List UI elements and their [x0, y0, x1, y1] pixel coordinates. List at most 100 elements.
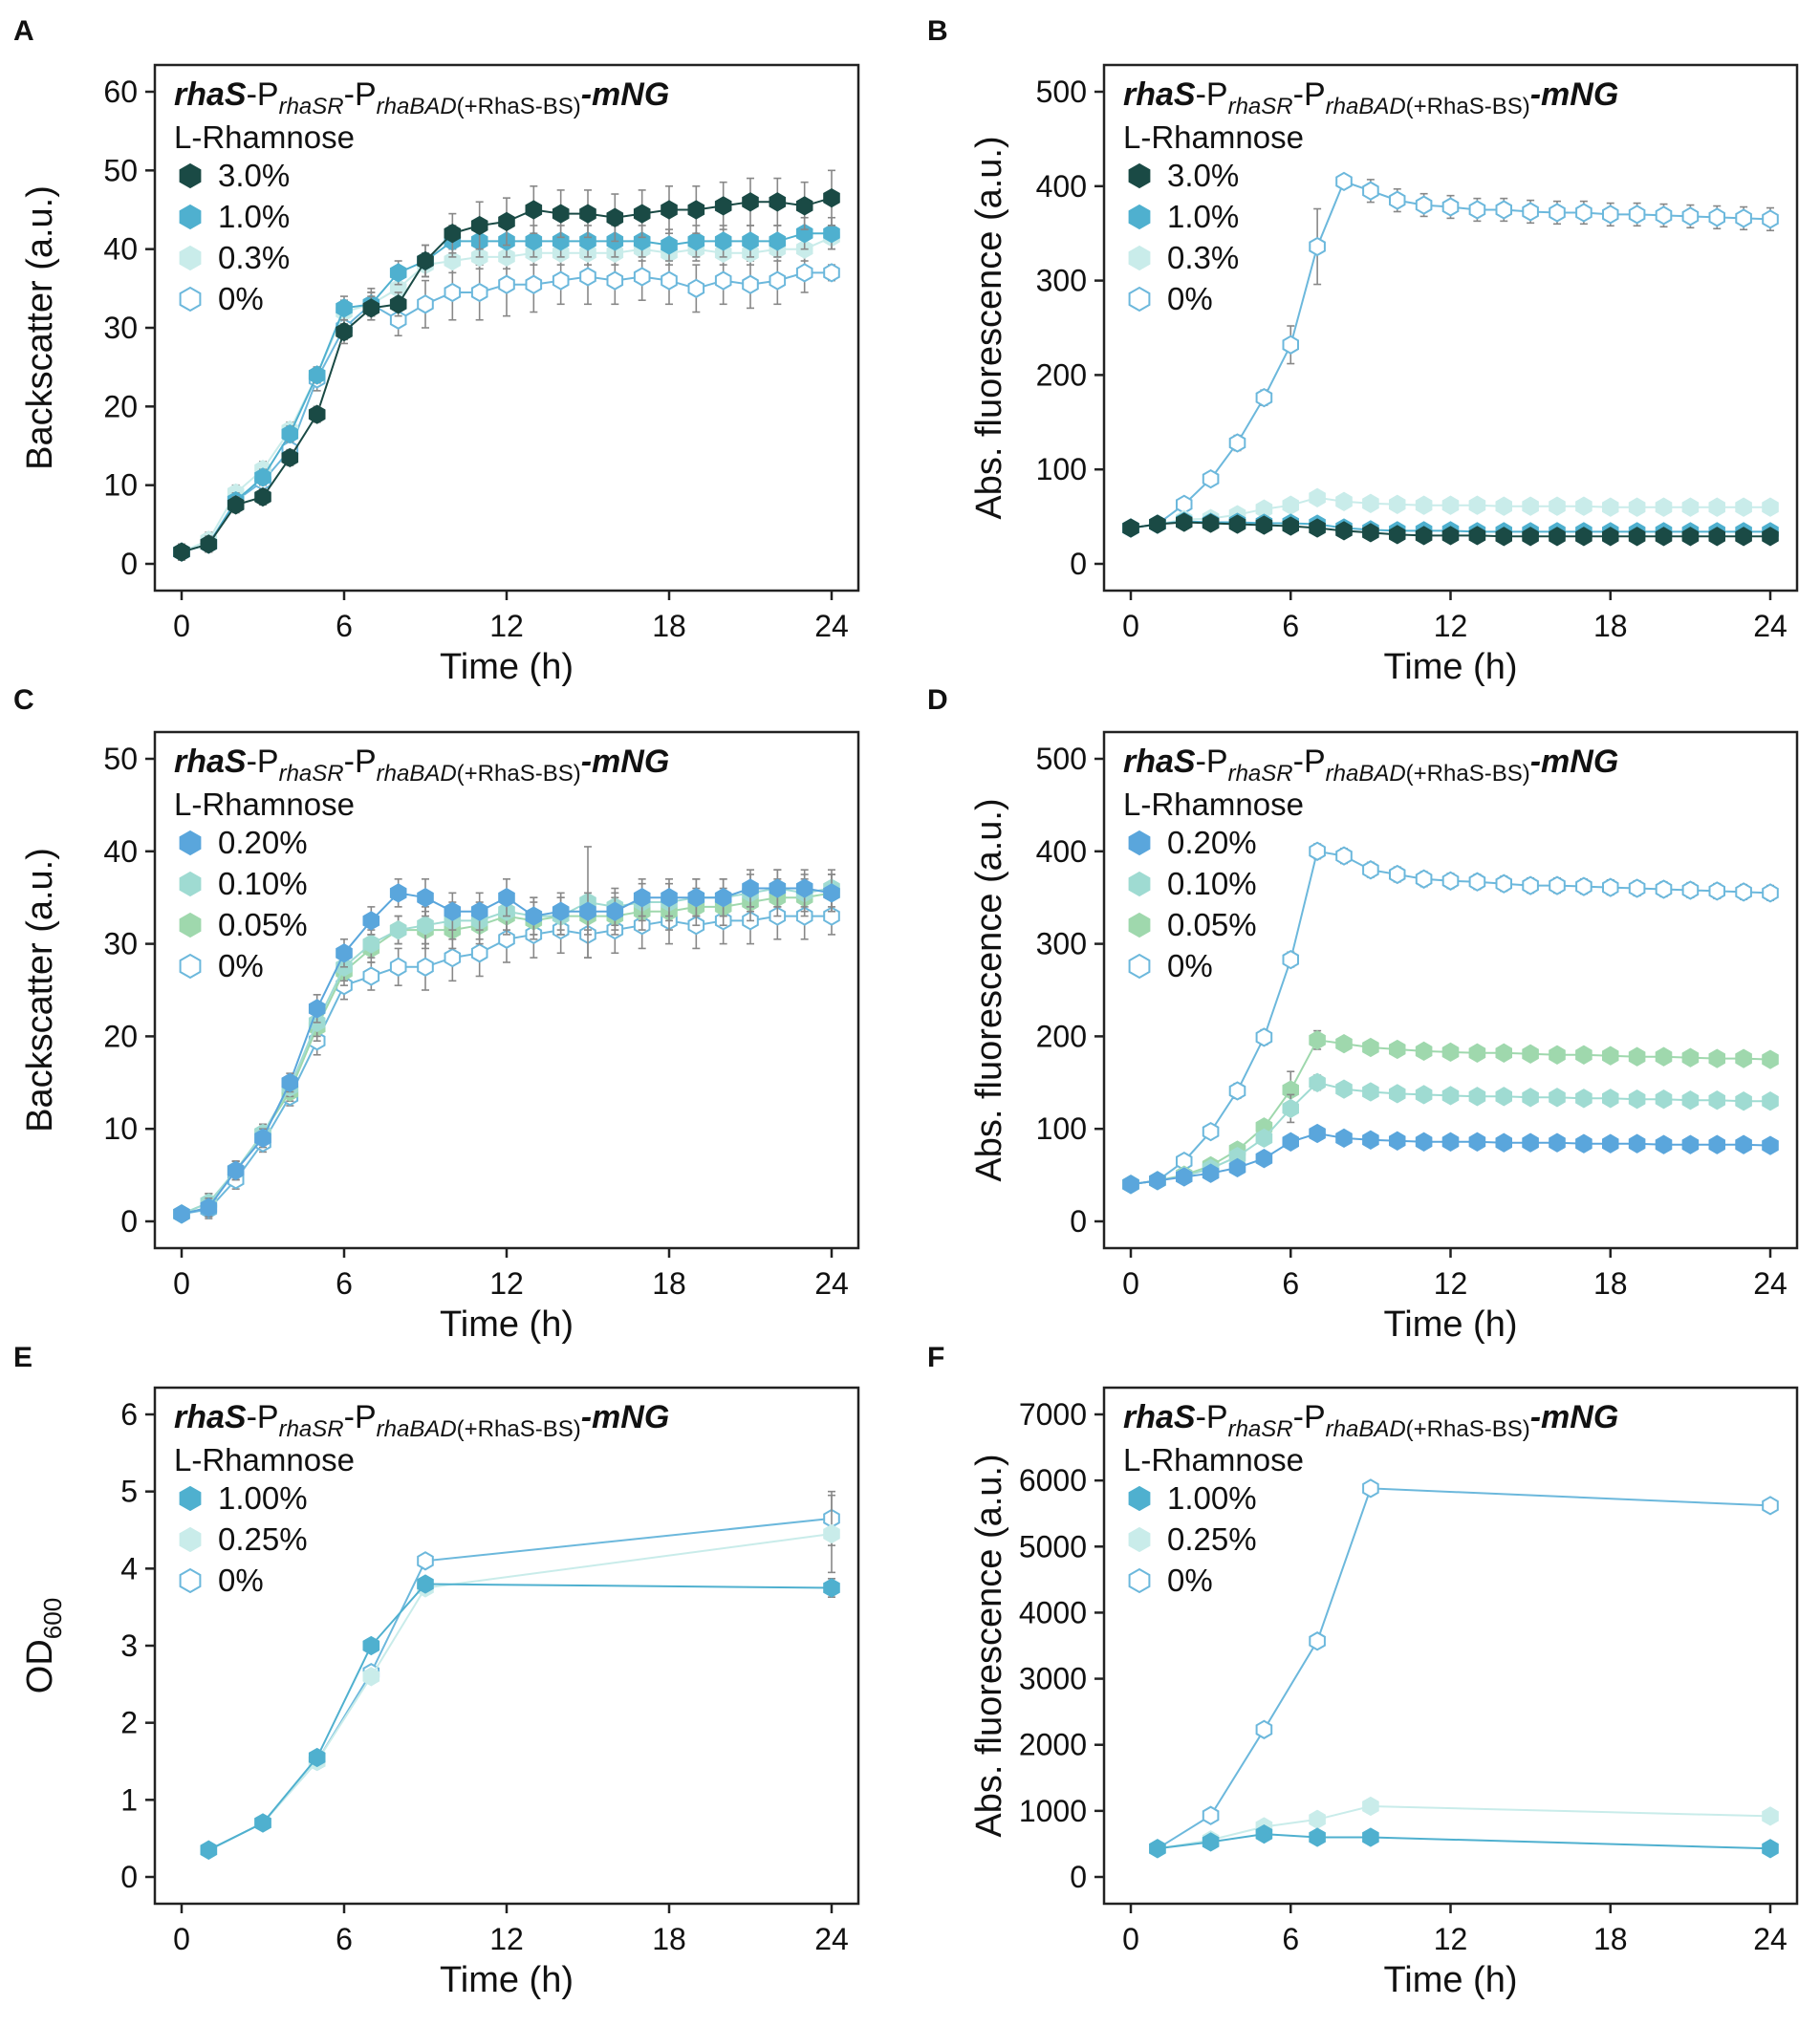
- data-point: [661, 200, 678, 220]
- data-point: [1441, 526, 1460, 546]
- data-point: [1655, 1134, 1673, 1154]
- series-line: [1157, 1833, 1771, 1850]
- data-point: [389, 883, 407, 903]
- x-tick-label: 24: [1753, 1266, 1788, 1301]
- data-point: [1602, 205, 1619, 225]
- data-point: [1309, 487, 1326, 507]
- data-point: [389, 957, 407, 977]
- y-tick-label: 40: [103, 834, 138, 869]
- y-tick-label: 50: [103, 742, 138, 776]
- data-point: [769, 192, 787, 212]
- data-point: [417, 916, 434, 936]
- x-tick-label: 18: [1593, 1266, 1628, 1301]
- legend-marker: [1128, 162, 1151, 189]
- x-tick-label: 18: [1593, 609, 1628, 643]
- legend-label: 0%: [1167, 948, 1213, 983]
- data-point: [1575, 203, 1592, 223]
- data-point: [633, 888, 651, 908]
- data-point: [1522, 527, 1539, 547]
- data-point: [742, 878, 759, 898]
- x-axis-title: Time (h): [1383, 647, 1517, 687]
- data-point: [1309, 1123, 1326, 1144]
- data-point: [1628, 205, 1646, 225]
- data-point: [417, 1574, 434, 1594]
- data-point: [1735, 208, 1752, 228]
- data-point: [525, 231, 543, 251]
- x-tick-label: 18: [652, 1266, 686, 1301]
- data-point: [1362, 1130, 1379, 1150]
- data-point: [1255, 1128, 1273, 1149]
- legend-label: 3.0%: [1167, 158, 1239, 193]
- data-point: [1335, 1079, 1353, 1099]
- x-tick-label: 12: [1434, 1922, 1468, 1956]
- legend-label: 1.00%: [218, 1480, 308, 1516]
- data-point: [1202, 1832, 1220, 1852]
- y-tick-label: 200: [1036, 357, 1087, 392]
- data-point: [362, 298, 380, 318]
- x-tick-label: 24: [814, 1922, 849, 1956]
- legend-marker: [179, 204, 202, 230]
- data-point: [661, 235, 678, 255]
- legend-marker: [179, 1567, 202, 1594]
- data-point: [470, 901, 488, 921]
- x-tick-label: 6: [1282, 1266, 1299, 1301]
- data-point: [1228, 1081, 1246, 1101]
- data-point: [1762, 1049, 1779, 1069]
- data-point: [308, 404, 326, 424]
- x-tick-label: 12: [489, 1922, 524, 1956]
- data-point: [389, 919, 407, 940]
- data-point: [1335, 1033, 1353, 1054]
- series-line: [207, 1583, 833, 1851]
- data-point: [1762, 1806, 1779, 1826]
- data-point: [1549, 1088, 1566, 1108]
- panel-letter: B: [927, 15, 948, 47]
- y-tick-label: 1: [120, 1782, 138, 1817]
- y-axis-title: Abs. fluorescence (a.u.): [969, 1454, 1009, 1837]
- legend-label: 3.0%: [218, 158, 290, 193]
- data-point: [1415, 1085, 1433, 1105]
- legend-label: 0%: [218, 1563, 264, 1598]
- data-point: [444, 282, 462, 303]
- data-point: [1495, 200, 1512, 220]
- data-point: [1762, 883, 1779, 903]
- data-point: [1468, 1043, 1486, 1063]
- data-point: [1255, 1149, 1273, 1169]
- data-point: [1441, 1132, 1460, 1152]
- data-point: [1655, 497, 1673, 517]
- data-point: [1228, 514, 1246, 534]
- x-tick-label: 0: [173, 1922, 190, 1956]
- data-point: [336, 321, 353, 342]
- x-tick-label: 12: [1434, 609, 1468, 643]
- data-point: [661, 888, 678, 908]
- legend-marker: [179, 871, 202, 897]
- legend-marker: [1128, 245, 1151, 271]
- data-point: [417, 957, 434, 977]
- data-point: [795, 263, 813, 283]
- data-point: [1202, 468, 1220, 489]
- data-point: [254, 486, 271, 507]
- legend-label: 1.0%: [1167, 199, 1239, 234]
- data-point: [1309, 518, 1326, 538]
- data-point: [173, 542, 190, 562]
- legend-label: 0.25%: [218, 1521, 308, 1557]
- legend-marker: [179, 953, 202, 980]
- data-point: [1468, 200, 1486, 220]
- series-line: [1157, 1487, 1771, 1850]
- data-point: [1628, 878, 1646, 898]
- data-point: [1255, 1719, 1273, 1739]
- data-point: [1735, 1048, 1752, 1068]
- series-0_05pct: [1122, 1029, 1779, 1195]
- legend-label: 0.10%: [1167, 866, 1257, 901]
- data-point: [1628, 527, 1646, 547]
- data-point: [1708, 1048, 1725, 1068]
- legend-label: 1.0%: [218, 199, 290, 234]
- legend-label: 0%: [1167, 1563, 1213, 1598]
- legend-title: L-Rhamnose: [1123, 119, 1304, 155]
- data-point: [1309, 1809, 1326, 1829]
- panel-c: C 0 10 20 30 40 50 0 6 12 18 24 Time (h) Backscatter …: [13, 684, 860, 1345]
- data-point: [1735, 527, 1752, 547]
- data-point: [1282, 516, 1299, 536]
- x-axis-title: Time (h): [1383, 1305, 1517, 1345]
- data-point: [1122, 518, 1139, 538]
- legend-label: 0%: [218, 281, 264, 316]
